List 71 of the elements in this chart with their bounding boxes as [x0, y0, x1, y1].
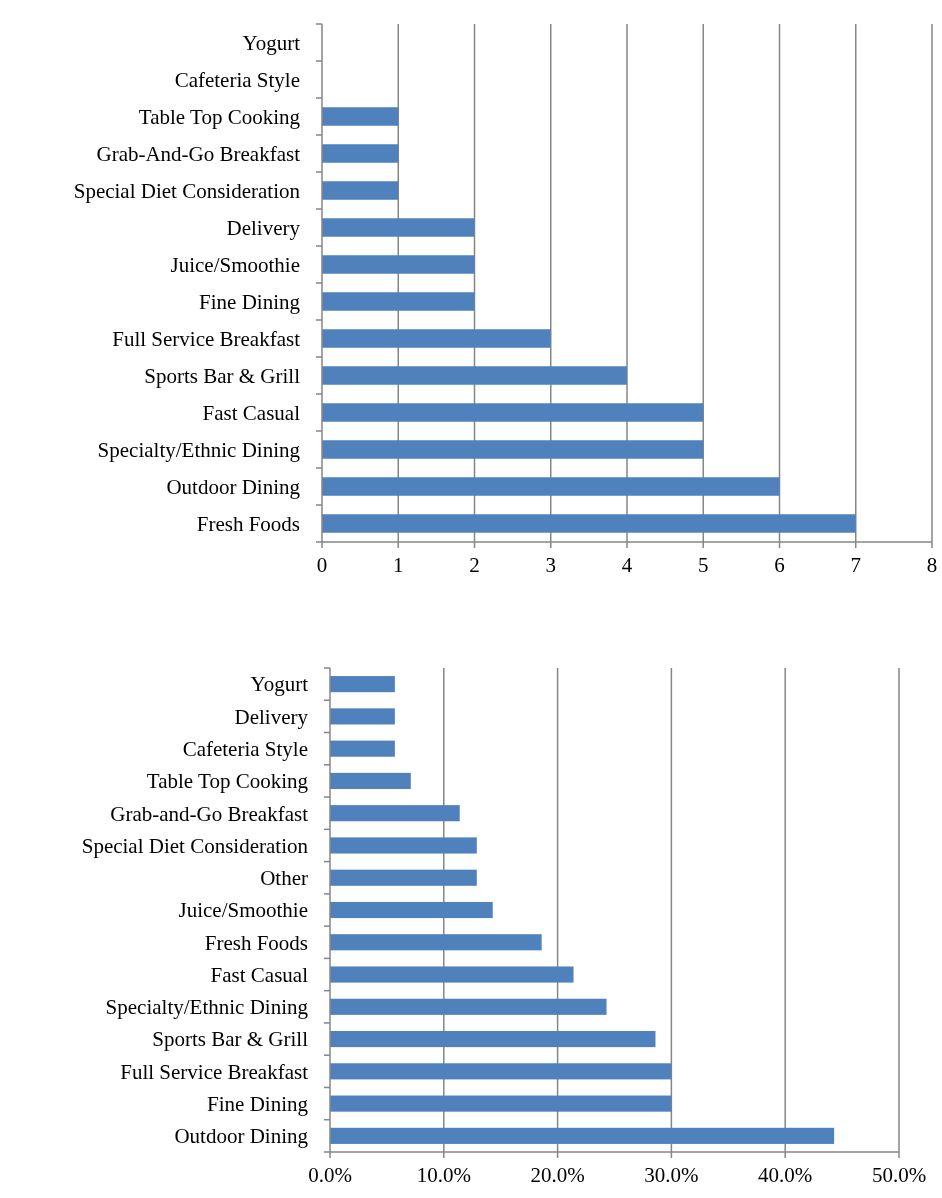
x-tick-label: 4: [621, 553, 633, 577]
y-tick-label: Yogurt: [242, 30, 301, 55]
bar: [322, 403, 704, 422]
bar: [322, 329, 551, 348]
x-tick-label: 8: [926, 553, 938, 577]
bar: [330, 901, 493, 919]
y-tick-label: Grab-and-Go Breakfast: [110, 801, 309, 826]
x-tick-label: 0: [316, 553, 328, 577]
x-tick-label: 5: [698, 553, 709, 577]
bar: [330, 1095, 672, 1112]
y-tick-label: Specialty/Ethnic Dining: [97, 437, 301, 462]
y-tick-label: Special Diet Consideration: [81, 833, 309, 858]
x-tick-label: 1: [393, 553, 404, 577]
y-tick-label: Sports Bar & Grill: [144, 363, 301, 388]
y-tick-label: Full Service Breakfast: [112, 326, 301, 351]
y-tick-label: Outdoor Dining: [174, 1124, 309, 1149]
bar: [330, 740, 395, 757]
y-tick-label: Other: [260, 866, 308, 891]
bar: [322, 144, 399, 163]
bar: [330, 1031, 656, 1048]
bar: [330, 869, 477, 886]
y-tick-label: Table Top Cooking: [138, 104, 301, 129]
y-tick-label: Sports Bar & Grill: [152, 1027, 309, 1052]
y-tick-label: Outdoor Dining: [166, 474, 301, 499]
bar: [330, 837, 477, 854]
x-tick-label: 30.0%: [644, 1163, 699, 1187]
bar: [322, 255, 475, 274]
y-tick-label: Cafeteria Style: [182, 737, 308, 762]
x-tick-label: 2: [469, 553, 480, 577]
x-tick-label: 20.0%: [530, 1163, 585, 1187]
bar: [322, 218, 475, 237]
y-tick-label: Fine Dining: [199, 289, 301, 314]
y-tick-label: Special Diet Consideration: [73, 178, 301, 203]
bar: [322, 514, 856, 533]
bar: [330, 708, 395, 725]
y-tick-label: Fast Casual: [210, 962, 309, 987]
bar: [330, 772, 411, 789]
bar: [322, 440, 704, 459]
bar: [330, 966, 574, 983]
y-tick-label: Specialty/Ethnic Dining: [105, 995, 309, 1020]
bar: [322, 366, 627, 385]
bar: [330, 805, 460, 822]
y-tick-label: Table Top Cooking: [146, 769, 309, 794]
y-tick-label: Juice/Smoothie: [178, 898, 308, 923]
bar: [330, 1127, 835, 1144]
bar: [330, 676, 395, 693]
y-tick-label: Delivery: [226, 215, 301, 240]
x-tick-label: 6: [774, 553, 785, 577]
y-tick-label: Fresh Foods: [204, 930, 308, 955]
x-tick-label: 40.0%: [758, 1163, 813, 1187]
bar: [330, 1063, 672, 1080]
y-tick-label: Full Service Breakfast: [120, 1059, 309, 1084]
x-tick-label: 50.0%: [871, 1163, 927, 1187]
y-tick-label: Fine Dining: [207, 1091, 309, 1116]
y-tick-label: Delivery: [234, 704, 309, 729]
bar: [330, 998, 607, 1015]
x-tick-label: 3: [545, 553, 556, 577]
bar: [322, 181, 399, 200]
bar: [322, 107, 399, 126]
bar: [322, 292, 475, 311]
y-tick-label: Grab-And-Go Breakfast: [96, 141, 301, 166]
x-tick-label: 7: [850, 553, 861, 577]
x-tick-label: 0.0%: [308, 1163, 352, 1187]
y-tick-label: Fast Casual: [202, 400, 301, 425]
y-tick-label: Cafeteria Style: [174, 67, 300, 92]
x-tick-label: 10.0%: [416, 1163, 471, 1187]
y-tick-label: Yogurt: [250, 672, 309, 697]
bar: [322, 477, 780, 496]
bar: [330, 934, 542, 951]
y-tick-label: Fresh Foods: [196, 511, 300, 536]
y-tick-label: Juice/Smoothie: [170, 252, 300, 277]
